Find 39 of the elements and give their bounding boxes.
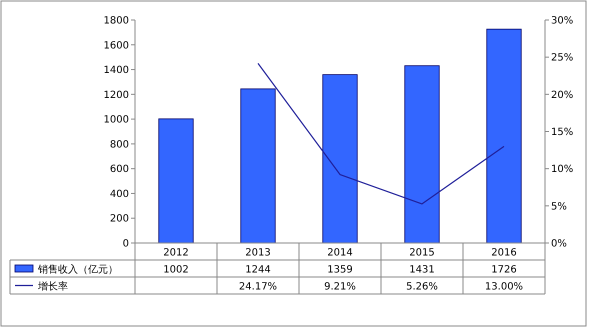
data-label: 1359	[327, 264, 353, 276]
y-tick-label: 1800	[104, 16, 129, 26]
data-label: 5.26%	[406, 282, 438, 292]
y-tick-label: 800	[110, 139, 129, 150]
y-tick-label: 600	[110, 164, 129, 176]
bar	[158, 118, 194, 244]
y-tick-label: 200	[110, 214, 129, 225]
data-label: 1002	[163, 264, 189, 276]
data-label: 24.17%	[238, 282, 278, 292]
legend-label: 增长率	[37, 280, 68, 292]
x-tick-label: 2013	[245, 248, 271, 258]
data-label: 1726	[491, 264, 517, 276]
data-label: 1431	[409, 264, 435, 276]
y2-tick-label: 30%	[551, 16, 574, 26]
bar	[322, 74, 358, 244]
bar	[240, 88, 276, 244]
y-tick-label: 1000	[104, 114, 129, 126]
bar	[404, 65, 440, 244]
legend-label: 销售收入（亿元）	[37, 264, 118, 276]
x-tick-label: 2015	[409, 248, 435, 258]
data-label: 1244	[245, 264, 271, 276]
y-tick-label: 1200	[104, 90, 129, 101]
x-tick-label: 2012	[163, 248, 189, 258]
y-tick-label: 1600	[104, 40, 129, 52]
line-series	[257, 62, 505, 204]
y-tick-label: 1400	[104, 65, 129, 76]
y2-tick-label: 20%	[551, 90, 574, 101]
y2-tick-label: 15%	[551, 127, 574, 138]
y-tick-label: 400	[110, 188, 129, 200]
y-tick-label: 0	[122, 238, 129, 250]
data-label: 9.21%	[324, 282, 356, 292]
x-tick-label: 2016	[491, 248, 517, 258]
y2-tick-label: 0%	[551, 238, 567, 250]
bar	[486, 28, 522, 244]
x-tick-label: 2014	[327, 248, 353, 258]
y2-tick-label: 25%	[551, 52, 574, 64]
y2-tick-label: 5%	[551, 201, 567, 212]
y2-tick-label: 10%	[551, 164, 574, 176]
data-label: 13.00%	[484, 282, 524, 292]
